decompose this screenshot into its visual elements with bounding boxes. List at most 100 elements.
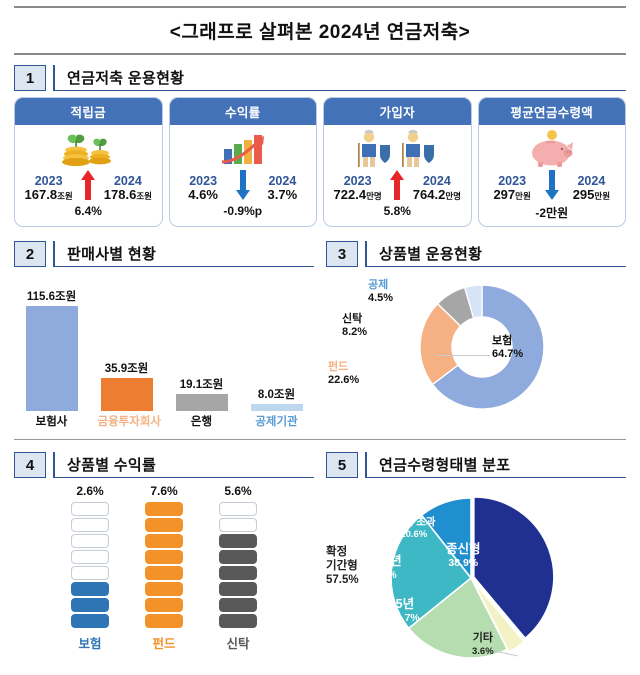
- reserves-up-arrow-icon: [75, 169, 101, 203]
- donut-leader-insurance: [436, 355, 490, 356]
- bar-category-label: 공제기관: [255, 416, 298, 428]
- rate-value-label: 2.6%: [76, 484, 104, 499]
- return-2023-value: 4.6%: [188, 187, 218, 203]
- kpi-card-return-rate: 수익률 2023 4.6%: [168, 97, 317, 227]
- section-4: 4 상품별 수익률 2.6% 보험 7.6% 펀드 5.6% 신탁: [14, 442, 314, 674]
- bar-rect: [175, 393, 228, 411]
- pie-slice: [420, 497, 472, 581]
- pie-label-over10y: 10년 초과 10.6%: [392, 516, 436, 540]
- bar-item: 115.6조원: [23, 288, 81, 411]
- bar-value-label: 8.0조원: [257, 388, 296, 401]
- kpi-card-subscribers-title: 가입자: [324, 98, 471, 125]
- row-sections-4-5: 4 상품별 수익률 2.6% 보험 7.6% 펀드 5.6% 신탁 5 연금수령형태별 분…: [0, 442, 640, 674]
- rate-segment-cell: [219, 518, 257, 533]
- section-3-title: 상품별 운용현황: [379, 246, 483, 263]
- growth-bars-icon: [172, 129, 315, 169]
- section-4-title: 상품별 수익률: [67, 457, 157, 475]
- title-top-rule: [14, 6, 626, 8]
- page-title: <그래프로 살펴본 2024년 연금저축>: [169, 22, 471, 43]
- rate-segment-cell: [71, 614, 109, 629]
- rate-segment-cell: [145, 518, 183, 533]
- elderly-people-icon: [326, 129, 469, 169]
- pie-slice: [390, 514, 473, 630]
- rate-value-label: 7.6%: [150, 484, 178, 499]
- return-down-arrow-icon: [230, 169, 256, 203]
- infographic-page: <그래프로 살펴본 2024년 연금저축> 1 연금저축 운용현황 적립금: [0, 6, 640, 675]
- section-2-number: 2: [14, 241, 46, 267]
- bar-item: 19.1조원: [173, 376, 231, 411]
- pie-slice: [471, 580, 526, 654]
- rate-segment-cell: [145, 614, 183, 629]
- reserves-2023-value: 167.8조원: [24, 187, 73, 203]
- section-1-number: 1: [14, 65, 46, 91]
- reserves-2024-label: 2024: [113, 173, 142, 188]
- bar-rect: [100, 378, 153, 411]
- kpi-card-subscribers: 가입자: [323, 97, 472, 227]
- avg-payout-2024-value: 295만원: [572, 187, 611, 203]
- pie-leader-other: [489, 649, 519, 657]
- rate-segment-cell: [219, 534, 257, 549]
- section-3-number: 3: [326, 241, 358, 267]
- kpi-card-reserves-title: 적립금: [15, 98, 162, 125]
- section-5-number: 5: [326, 452, 358, 479]
- rate-value-label: 5.6%: [224, 484, 252, 499]
- pie-svg: [390, 496, 555, 660]
- return-2024-label: 2024: [268, 173, 297, 188]
- rate-segment-cell: [71, 566, 109, 581]
- rate-column: 2.6% 보험: [67, 484, 113, 674]
- bar-item: 8.0조원: [248, 386, 306, 411]
- rate-segment-cell: [71, 598, 109, 613]
- section-2-title: 판매사별 현황: [67, 246, 157, 263]
- bar-chart-by-seller: 115.6조원 35.9조원 19.1조원 8.0조원 보험사 금융투자회사 은행 공제기관: [14, 273, 314, 431]
- rate-segment-cell: [145, 566, 183, 581]
- rate-segment-cell: [71, 582, 109, 597]
- return-delta: -0.9%p: [223, 204, 263, 218]
- bar-value-label: 19.1조원: [179, 378, 224, 391]
- rate-segment-cell: [219, 502, 257, 517]
- kpi-card-row: 적립금: [0, 97, 640, 227]
- rate-segment-cell: [71, 502, 109, 517]
- kpi-card-return-rate-title: 수익률: [169, 98, 316, 125]
- segmented-rate-chart: 2.6% 보험 7.6% 펀드 5.6% 신탁: [14, 484, 314, 674]
- rate-column: 7.6% 펀드: [141, 484, 187, 674]
- rate-segment-cell: [145, 598, 183, 613]
- rate-segment-cell: [145, 582, 183, 597]
- return-2023-label: 2023: [189, 173, 218, 188]
- subscribers-2024-value: 764.2만명: [412, 187, 461, 203]
- section-5: 5 연금수령형태별 분포 종신형 38.9% 기타 3.6% 5년 21.7%: [326, 442, 626, 674]
- rate-segment-cell: [219, 582, 257, 597]
- donut-slice: [431, 284, 545, 410]
- row-sections-2-3: 2 판매사별 현황 115.6조원 35.9조원 19.1조원 8.0조원 보험사 금융…: [0, 231, 640, 431]
- avg-payout-delta: -2만원: [535, 206, 569, 220]
- avg-payout-down-arrow-icon: [539, 169, 565, 203]
- section-divider-1: [14, 439, 626, 441]
- subscribers-2023-value: 722.4만명: [333, 187, 382, 203]
- donut-chart-by-product: 보험 64.7% 펀드 22.6% 신탁 8.2% 공제 4.5%: [326, 273, 626, 431]
- rate-segment-cell: [219, 614, 257, 629]
- donut-label-fund: 펀드 22.6%: [328, 361, 360, 387]
- donut-label-mutualaid: 공제 4.5%: [368, 279, 394, 305]
- pie-label-5-10y: 5~10년 25.2%: [362, 554, 402, 582]
- rate-category-label: 펀드: [152, 637, 176, 652]
- coins-sprout-icon: [17, 129, 160, 169]
- rate-segment-cell: [219, 598, 257, 613]
- pie-label-lifetime: 종신형 38.9%: [446, 542, 481, 570]
- bar-rect: [25, 306, 78, 411]
- rate-segment-cell: [71, 550, 109, 565]
- bar-value-label: 115.6조원: [26, 291, 77, 304]
- section-3: 3 상품별 운용현황 보험 64.7% 펀드 22.6% 신탁 8.2: [326, 231, 626, 431]
- donut-label-trust: 신탁 8.2%: [342, 313, 368, 339]
- rate-segment-cell: [145, 550, 183, 565]
- avg-payout-2023-value: 297만원: [493, 187, 531, 203]
- subscribers-2024-label: 2024: [422, 173, 451, 188]
- donut-label-insurance: 보험 64.7%: [492, 335, 524, 361]
- title-bottom-rule: [14, 53, 626, 55]
- reserves-2024-value: 178.6조원: [103, 187, 152, 203]
- kpi-card-avg-payout-title: 평균연금수령액: [478, 98, 625, 125]
- kpi-card-avg-payout: 평균연금수령액: [477, 97, 626, 227]
- pie-label-5y: 5년 21.7%: [390, 597, 420, 625]
- rate-segment-cell: [219, 566, 257, 581]
- section-5-title: 연금수령형태별 분포: [379, 457, 511, 475]
- bar-rect: [250, 403, 303, 411]
- avg-payout-2023-label: 2023: [498, 173, 527, 188]
